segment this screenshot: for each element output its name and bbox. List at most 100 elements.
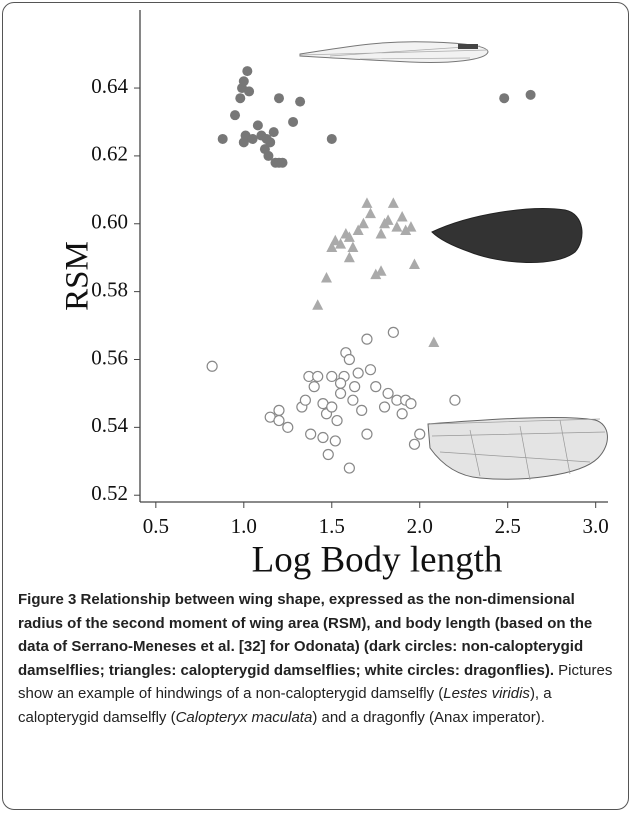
triangle-point [387, 197, 399, 208]
x-axis-title: Log Body length [252, 539, 503, 580]
open-circle-point [414, 428, 426, 440]
open-circle-point [282, 421, 294, 433]
y-tick-label: 0.60 [91, 210, 128, 234]
dark-circle-point [525, 89, 536, 100]
triangle-point [343, 231, 355, 242]
x-tick-label: 0.5 [143, 514, 169, 538]
dark-circle-point [247, 133, 258, 144]
caption-text: ), a calopterygid damselfly ( [18, 685, 552, 726]
wing-anax [427, 416, 608, 481]
triangle-point [364, 207, 376, 219]
dark-circle-point [238, 76, 249, 87]
open-circle-point [361, 333, 373, 345]
triangle-point [357, 217, 369, 229]
open-circle-point [273, 404, 285, 416]
triangle-point [347, 241, 359, 253]
open-circle-point [329, 435, 341, 447]
y-tick-label: 0.52 [91, 481, 128, 505]
open-circle-point [343, 353, 355, 366]
y-tick-label: 0.64 [91, 74, 128, 98]
open-circle-point [334, 387, 347, 400]
caption-text: ) and a dragonfly (Anax imperator). [312, 708, 545, 726]
dark-circle-point [235, 93, 246, 104]
caption-text: Pictures show an example of hindwings of… [18, 661, 613, 703]
open-circle-point [334, 377, 347, 389]
open-circle-point [370, 381, 382, 393]
open-circle-point [364, 364, 377, 376]
triangle-point [375, 227, 387, 239]
dark-circle-point [268, 127, 279, 138]
open-circle-point [308, 381, 320, 393]
triangle-point [335, 238, 347, 249]
open-circle-point [206, 360, 218, 372]
dark-circle-point [252, 120, 263, 131]
triangle-point [396, 210, 408, 222]
triangle-point [326, 241, 338, 253]
open-circle-point [347, 394, 359, 406]
dark-circle-point [295, 96, 306, 107]
dark-circle-point [499, 93, 510, 104]
caption-bold: Relationship between wing shape, express… [18, 591, 593, 679]
wing-calopteryx [431, 208, 583, 264]
open-circle-point [273, 414, 285, 427]
open-circle-point [361, 428, 373, 440]
x-tick-label: 2.0 [407, 514, 433, 538]
triangle-point [352, 224, 364, 236]
x-tick-label: 3.0 [583, 514, 609, 538]
dark-circle-point [261, 133, 272, 144]
y-tick-label: 0.54 [91, 413, 128, 437]
dark-circle-point [242, 66, 253, 77]
triangle-point [428, 336, 440, 348]
y-tick-label: 0.62 [91, 142, 128, 166]
open-circle-point [408, 438, 421, 450]
open-circle-point [331, 414, 343, 427]
triangle-point [400, 224, 412, 236]
open-circle-point [382, 387, 394, 400]
open-circle-point [343, 462, 355, 474]
dark-circle-point [263, 150, 274, 161]
triangle-point [408, 258, 420, 269]
y-tick-label: 0.58 [91, 277, 128, 301]
open-circle-point [312, 370, 324, 383]
caption: Figure 3 Relationship between wing shape… [18, 588, 616, 730]
y-axis-title: RSM [60, 241, 96, 311]
x-tick-label: 1.5 [319, 514, 345, 538]
open-circle-point [322, 448, 334, 461]
triangle-point [312, 299, 324, 310]
open-circle-point [352, 367, 364, 379]
triangle-point [382, 214, 394, 225]
open-circle-point [305, 428, 317, 440]
triangle-point [343, 251, 355, 263]
dark-circle-point [244, 86, 255, 97]
caption-italic: Lestes viridis [443, 685, 530, 703]
open-circle-point [317, 431, 329, 444]
open-circle-point [356, 404, 368, 416]
y-tick-label: 0.56 [91, 345, 128, 369]
triangle-point [391, 221, 403, 232]
open-circle-point [449, 394, 461, 406]
dark-circle-point [230, 110, 241, 121]
dark-circle-point [277, 157, 288, 168]
open-circle-point [405, 398, 417, 410]
open-circle-point [326, 370, 338, 383]
chart: Log Body length RSM 0.5 1.0 1.5 2.0 2.5 3.0 0.… [60, 10, 609, 580]
dark-circle-point [326, 133, 337, 144]
dark-circle-point [217, 133, 228, 144]
dark-circle-point [273, 93, 284, 104]
triangle-point [361, 197, 373, 208]
dark-circle-point [288, 116, 299, 127]
open-circle-point [387, 326, 399, 338]
x-tick-label: 1.0 [231, 514, 257, 538]
wing-lestes [299, 41, 489, 63]
open-circle-point [396, 408, 408, 420]
open-circle-point [378, 401, 391, 413]
caption-italic: Calopteryx maculata [175, 708, 313, 726]
open-circle-point [326, 401, 338, 413]
open-circle-point [299, 394, 311, 406]
triangle-point [329, 234, 341, 246]
triangle-point [320, 272, 332, 283]
triangle-point [370, 268, 382, 280]
open-circle-point [349, 381, 361, 393]
triangle-point [375, 265, 387, 276]
